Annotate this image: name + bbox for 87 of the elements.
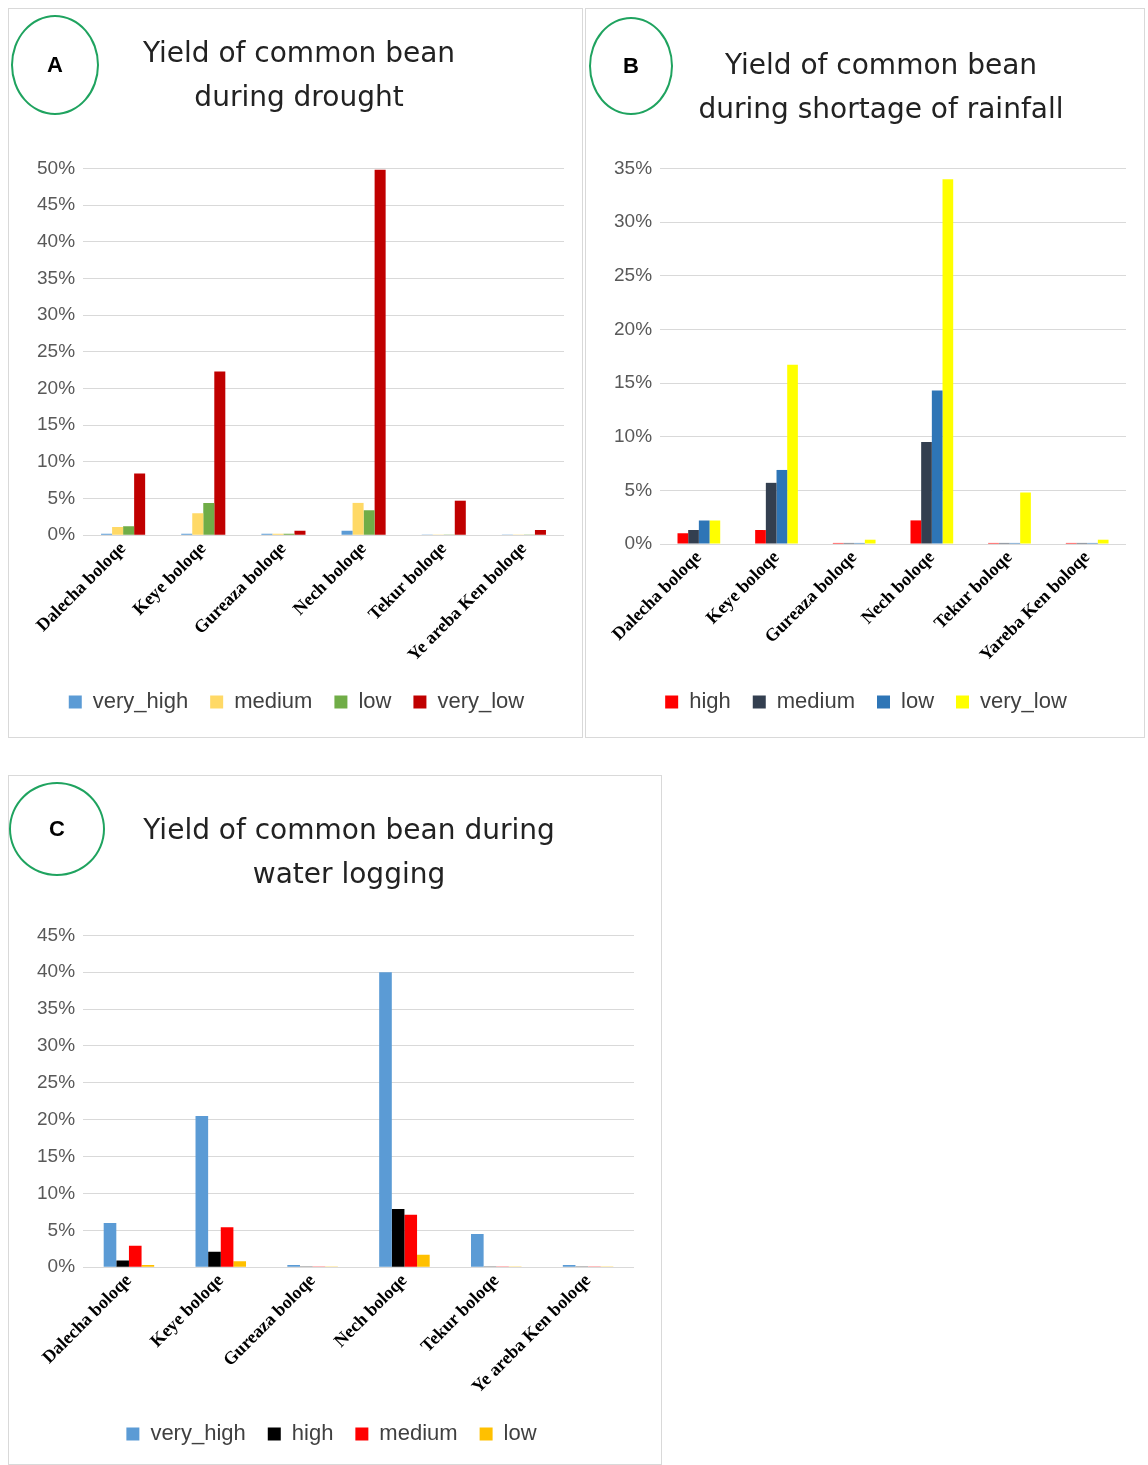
bar xyxy=(677,533,689,544)
bar xyxy=(417,1254,430,1267)
legend-label: medium xyxy=(379,1420,458,1446)
bar xyxy=(942,179,954,544)
bar xyxy=(208,1251,221,1267)
legend-label: high xyxy=(291,1420,334,1446)
bar xyxy=(404,1214,418,1267)
y-tick-label: 20% xyxy=(37,1107,76,1129)
bar xyxy=(755,530,766,544)
bar xyxy=(116,1260,129,1267)
bar xyxy=(233,1261,247,1267)
circle-outline: C xyxy=(9,782,105,876)
circle-outline: A xyxy=(11,15,99,115)
y-tick-label: 45% xyxy=(37,193,76,215)
y-tick-label: 10% xyxy=(37,450,76,472)
bar xyxy=(931,390,943,544)
y-tick-label: 0% xyxy=(47,1255,76,1277)
bar xyxy=(220,1227,234,1267)
circle-outline: B xyxy=(589,17,673,115)
bar xyxy=(864,539,876,544)
y-tick-label: 25% xyxy=(37,340,76,362)
y-tick-label: 10% xyxy=(614,424,653,446)
bar xyxy=(688,530,699,544)
legend-label: very_high xyxy=(92,688,189,714)
bar xyxy=(787,364,798,544)
y-tick-label: 15% xyxy=(37,413,76,435)
bar xyxy=(1020,492,1031,544)
chart-title: Yield of common bean during drought xyxy=(141,35,457,115)
bar xyxy=(534,530,546,535)
bar xyxy=(112,527,124,535)
chart-title: Yield of common bean during water logging xyxy=(142,812,556,892)
y-tick-label: 10% xyxy=(37,1181,76,1203)
bar xyxy=(776,469,788,544)
bar xyxy=(195,1116,209,1267)
bar xyxy=(123,526,135,535)
bar xyxy=(379,972,392,1267)
y-tick-label: 20% xyxy=(37,376,76,398)
bar xyxy=(363,510,375,535)
y-tick-label: 25% xyxy=(614,263,653,285)
y-tick-label: 50% xyxy=(37,156,76,178)
legend-label: medium xyxy=(234,688,313,714)
bar xyxy=(103,1222,117,1267)
y-tick-label: 30% xyxy=(37,1034,76,1056)
y-tick-label: 15% xyxy=(614,371,653,393)
y-tick-label: 30% xyxy=(614,210,653,232)
y-tick-label: 15% xyxy=(37,1144,76,1166)
y-tick-label: 5% xyxy=(47,1218,76,1240)
y-tick-label: 0% xyxy=(624,532,653,554)
legend-label: low xyxy=(503,1420,537,1446)
bar xyxy=(341,530,353,535)
bar xyxy=(294,530,306,535)
legend-label: low xyxy=(901,688,935,714)
bar xyxy=(214,371,226,535)
y-tick-label: 35% xyxy=(37,266,76,288)
legend-label: medium xyxy=(776,688,856,714)
bar xyxy=(921,442,932,544)
legend-label: high xyxy=(689,688,731,714)
y-tick-label: 35% xyxy=(37,997,76,1019)
y-tick-label: 35% xyxy=(614,156,653,178)
y-tick-label: 40% xyxy=(37,229,76,251)
bar xyxy=(391,1208,405,1267)
y-tick-label: 40% xyxy=(37,960,76,982)
chart-title: Yield of common bean during shortage of rainfall xyxy=(697,47,1065,127)
bar xyxy=(471,1234,484,1267)
y-tick-label: 45% xyxy=(37,923,76,945)
bar xyxy=(374,169,386,535)
bar xyxy=(192,513,204,535)
bar xyxy=(352,502,364,535)
y-tick-label: 0% xyxy=(47,523,76,545)
bar xyxy=(203,502,215,535)
bar xyxy=(765,482,777,544)
bar xyxy=(910,520,922,544)
bar xyxy=(134,473,146,535)
legend-label: very_high xyxy=(150,1420,246,1446)
y-tick-label: 5% xyxy=(47,486,76,508)
bar xyxy=(698,520,710,544)
legend-label: low xyxy=(358,688,392,714)
legend-label: very_low xyxy=(437,688,525,714)
legend-label: very_low xyxy=(980,688,1067,714)
y-tick-label: 20% xyxy=(614,317,653,339)
bar xyxy=(709,520,721,544)
y-tick-label: 30% xyxy=(37,303,76,325)
bar xyxy=(1097,539,1109,544)
bar xyxy=(454,500,466,535)
y-tick-label: 25% xyxy=(37,1071,76,1093)
bar xyxy=(128,1245,142,1267)
y-tick-label: 5% xyxy=(624,478,653,500)
